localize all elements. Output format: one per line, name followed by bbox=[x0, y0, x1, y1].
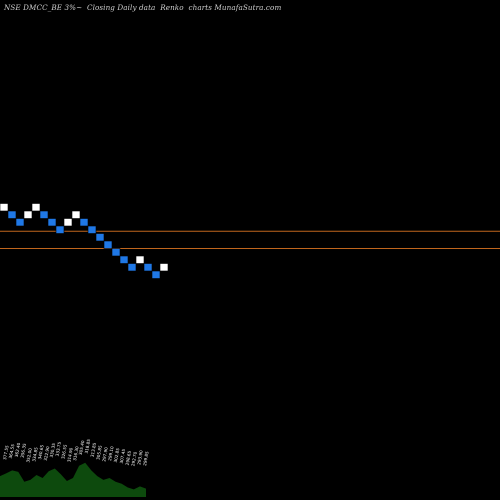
volume-label: 302.85 bbox=[113, 447, 121, 463]
volume-label: 297.90 bbox=[101, 446, 109, 462]
volume-label: 377.55 bbox=[2, 445, 10, 461]
renko-brick-down bbox=[39, 210, 49, 219]
renko-brick-down bbox=[7, 210, 17, 219]
renko-brick-down bbox=[127, 263, 137, 272]
volume-label: 334.85 bbox=[31, 446, 39, 462]
volume-label: 356.35 bbox=[20, 443, 28, 459]
volume-area-shape bbox=[0, 462, 146, 497]
volume-label: 292.70 bbox=[130, 451, 138, 467]
volume-label: 307.45 bbox=[119, 448, 127, 464]
chart-title: NSE DMCC_BE 3%~ Closing Daily data Renko… bbox=[4, 3, 282, 12]
renko-brick-down bbox=[87, 225, 97, 234]
renko-brick-up bbox=[135, 255, 145, 264]
volume-area bbox=[0, 462, 146, 497]
volume-label: 305.40 bbox=[78, 440, 86, 456]
volume-label: 313.85 bbox=[90, 442, 98, 458]
volume-label: 305.85 bbox=[95, 445, 103, 461]
reference-lines bbox=[0, 230, 500, 250]
volume-label: 340.65 bbox=[37, 444, 45, 460]
renko-bricks bbox=[0, 203, 169, 279]
renko-brick-up bbox=[0, 203, 9, 212]
renko-brick-down bbox=[111, 248, 121, 257]
renko-brick-down bbox=[95, 233, 105, 242]
volume-label: 299.85 bbox=[142, 451, 150, 467]
renko-brick-down bbox=[79, 218, 89, 227]
renko-brick-up bbox=[159, 263, 169, 272]
renko-brick-down bbox=[151, 270, 161, 279]
volume-label: 330.35 bbox=[49, 442, 57, 458]
renko-brick-down bbox=[47, 218, 57, 227]
renko-brick-up bbox=[71, 210, 81, 219]
renko-brick-down bbox=[15, 218, 25, 227]
renko-brick-down bbox=[119, 255, 129, 264]
renko-brick-down bbox=[103, 240, 113, 249]
renko-brick-down bbox=[55, 225, 65, 234]
renko-brick-up bbox=[23, 210, 33, 219]
volume-labels: 377.55364.55362.40356.35352.00334.85340.… bbox=[2, 438, 150, 466]
volume-label: 364.55 bbox=[8, 443, 16, 459]
volume-label: 352.00 bbox=[25, 447, 33, 463]
volume-label: 362.40 bbox=[14, 442, 22, 458]
volume-label: 299.10 bbox=[107, 446, 115, 462]
renko-brick-down bbox=[143, 263, 153, 272]
volume-label: 316.30 bbox=[72, 446, 80, 462]
volume-label: 322.90 bbox=[43, 446, 51, 462]
volume-label: 318.85 bbox=[84, 438, 92, 454]
renko-brick-up bbox=[31, 203, 41, 212]
renko-brick-up bbox=[63, 218, 73, 227]
volume-label: 298.65 bbox=[125, 450, 133, 466]
volume-label: 333.75 bbox=[55, 441, 63, 457]
volume-label: 314.90 bbox=[66, 447, 74, 463]
volume-label: 326.55 bbox=[60, 444, 68, 460]
volume-label: 293.90 bbox=[136, 450, 144, 466]
